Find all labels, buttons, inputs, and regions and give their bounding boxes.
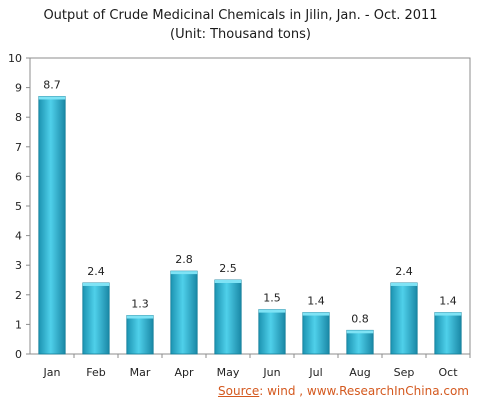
x-tick-label: Jul <box>308 366 322 379</box>
data-label: 2.4 <box>395 265 413 278</box>
source-line: Source: wind , www.ResearchInChina.com <box>218 384 469 398</box>
bar-jan <box>38 96 66 355</box>
x-tick-label: Oct <box>438 366 458 379</box>
chart-title: Output of Crude Medicinal Chemicals in J… <box>43 8 438 23</box>
bar-top-highlight <box>38 96 66 100</box>
source-key[interactable]: Source <box>218 384 260 398</box>
y-tick-label: 1 <box>15 318 22 331</box>
y-tick-label: 4 <box>15 230 22 243</box>
y-axis: 0 1 2 3 4 5 6 7 8 9 10 <box>8 52 30 361</box>
y-tick-label: 5 <box>15 200 22 213</box>
bars-group <box>38 96 462 355</box>
x-tick-label: Feb <box>86 366 105 379</box>
bar-jul <box>302 312 330 355</box>
data-label: 2.5 <box>219 262 237 275</box>
x-tick-label: Sep <box>394 366 415 379</box>
y-tick-label: 2 <box>15 289 22 302</box>
bar-top-highlight <box>214 280 242 283</box>
chart-subtitle: (Unit: Thousand tons) <box>170 27 311 42</box>
bar-top-highlight <box>126 315 154 319</box>
x-tick-label: May <box>217 366 240 379</box>
y-tick-label: 6 <box>15 170 22 183</box>
y-tick-label: 9 <box>15 82 22 95</box>
y-tick-label: 7 <box>15 141 22 154</box>
bar-top-highlight <box>434 312 462 316</box>
bar-top-highlight <box>170 271 198 275</box>
x-tick-label: Jun <box>262 366 280 379</box>
data-label: 2.8 <box>175 253 193 266</box>
y-tick-label: 10 <box>8 52 22 65</box>
x-tick-label: Mar <box>130 366 151 379</box>
bar-oct <box>434 312 462 355</box>
chart-title-block: Output of Crude Medicinal Chemicals in J… <box>0 6 481 44</box>
data-label: 0.8 <box>351 312 369 325</box>
bar-mar <box>126 315 154 355</box>
source-text: : wind , www.ResearchInChina.com <box>259 384 469 398</box>
bar-jun <box>258 309 286 355</box>
bar-sep <box>390 282 418 355</box>
x-axis: Jan Feb Mar Apr May Jun Jul Aug Sep Oct <box>43 354 471 379</box>
bar-top-highlight <box>302 312 330 316</box>
data-label: 1.4 <box>439 295 457 308</box>
x-tick-label: Aug <box>349 366 370 379</box>
y-tick-label: 0 <box>15 348 22 361</box>
x-tick-label: Apr <box>174 366 194 379</box>
data-label: 2.4 <box>87 265 105 278</box>
value-labels-group: 8.7 2.4 1.3 2.8 2.5 1.5 1.4 0.8 2.4 1.4 <box>43 78 457 325</box>
bar-may <box>214 279 242 355</box>
bar-aug <box>346 329 374 355</box>
bar-top-highlight <box>346 330 374 334</box>
bar-top-highlight <box>82 282 110 286</box>
data-label: 1.5 <box>263 292 281 305</box>
y-tick-label: 3 <box>15 259 22 272</box>
x-tick-label: Jan <box>43 366 61 379</box>
y-tick-label: 8 <box>15 111 22 124</box>
data-label: 1.3 <box>131 298 149 311</box>
bar-feb <box>82 282 110 355</box>
bar-apr <box>170 270 198 355</box>
bar-top-highlight <box>258 309 286 313</box>
data-label: 1.4 <box>307 295 325 308</box>
data-label: 8.7 <box>43 78 61 91</box>
bar-top-highlight <box>390 282 418 286</box>
